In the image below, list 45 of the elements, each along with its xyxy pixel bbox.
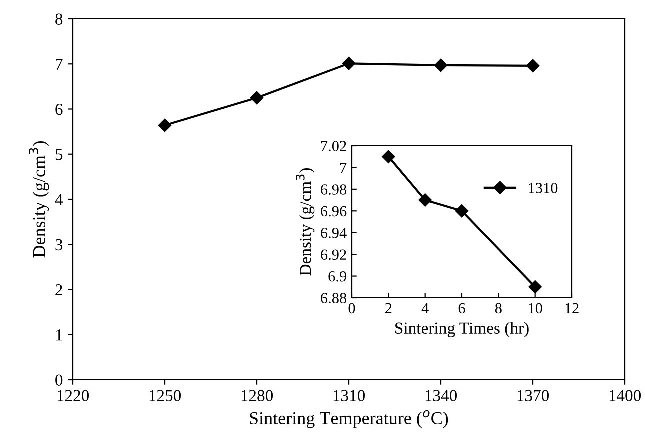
x-tick-label: 2	[386, 303, 392, 314]
y-tick-label: 6	[56, 104, 63, 116]
y-tick-label: 7	[56, 58, 63, 70]
point	[526, 59, 540, 73]
x-tick-label: 1340	[426, 390, 458, 402]
y-tick-label: 6.98	[321, 184, 347, 195]
point	[382, 150, 396, 164]
y-tick-label: 6.88	[321, 293, 347, 304]
x-tick-label: 1280	[242, 390, 274, 402]
y-tick-label: 2	[56, 284, 62, 296]
y-tick-label: 6.9	[328, 271, 347, 282]
x-tick-label: 6	[458, 303, 466, 314]
y-tick-label: 5	[56, 149, 63, 160]
point	[455, 204, 469, 218]
x-tick-label: 1250	[150, 390, 182, 402]
x-tick-label: 1400	[610, 390, 642, 402]
point	[434, 58, 448, 72]
y-tick-label: 7	[340, 163, 347, 174]
point	[528, 280, 542, 294]
legend-label: 1310	[529, 183, 558, 194]
y-tick-label: 6.94	[321, 228, 347, 238]
x-tick-label: 1310	[334, 390, 366, 402]
x-tick-label: 0	[348, 303, 356, 314]
x-tick-label: 1370	[518, 390, 550, 402]
point	[342, 57, 356, 70]
x-tick-label: 8	[495, 303, 502, 314]
y-tick-label: 6.92	[321, 250, 346, 260]
point	[158, 118, 172, 132]
x-tick-label: 1220	[58, 390, 90, 402]
y-tick-label: 3	[56, 239, 63, 251]
y-tick-label: 6.96	[321, 206, 347, 217]
y-tick-label: 7.02	[321, 141, 346, 152]
x-tick-label: 4	[422, 303, 429, 314]
x-axis-title: Sintering Times (hr)	[396, 322, 529, 338]
y-tick-label: 1	[56, 330, 62, 341]
point	[418, 194, 432, 207]
x-axis-title: Sintering Temperature ($^{o}$C)	[250, 410, 448, 428]
y-tick-label: 4	[55, 194, 64, 206]
y-axis-title: Density (g/cm$^{3}$)	[28, 142, 50, 258]
point	[250, 91, 264, 105]
y-tick-label: 8	[56, 14, 63, 25]
y-tick-label: 0	[56, 374, 63, 386]
x-tick-label: 12	[566, 303, 579, 314]
x-tick-label: 10	[529, 303, 542, 314]
y-axis-title: Density (g/cm$^{3}$)	[296, 168, 315, 276]
